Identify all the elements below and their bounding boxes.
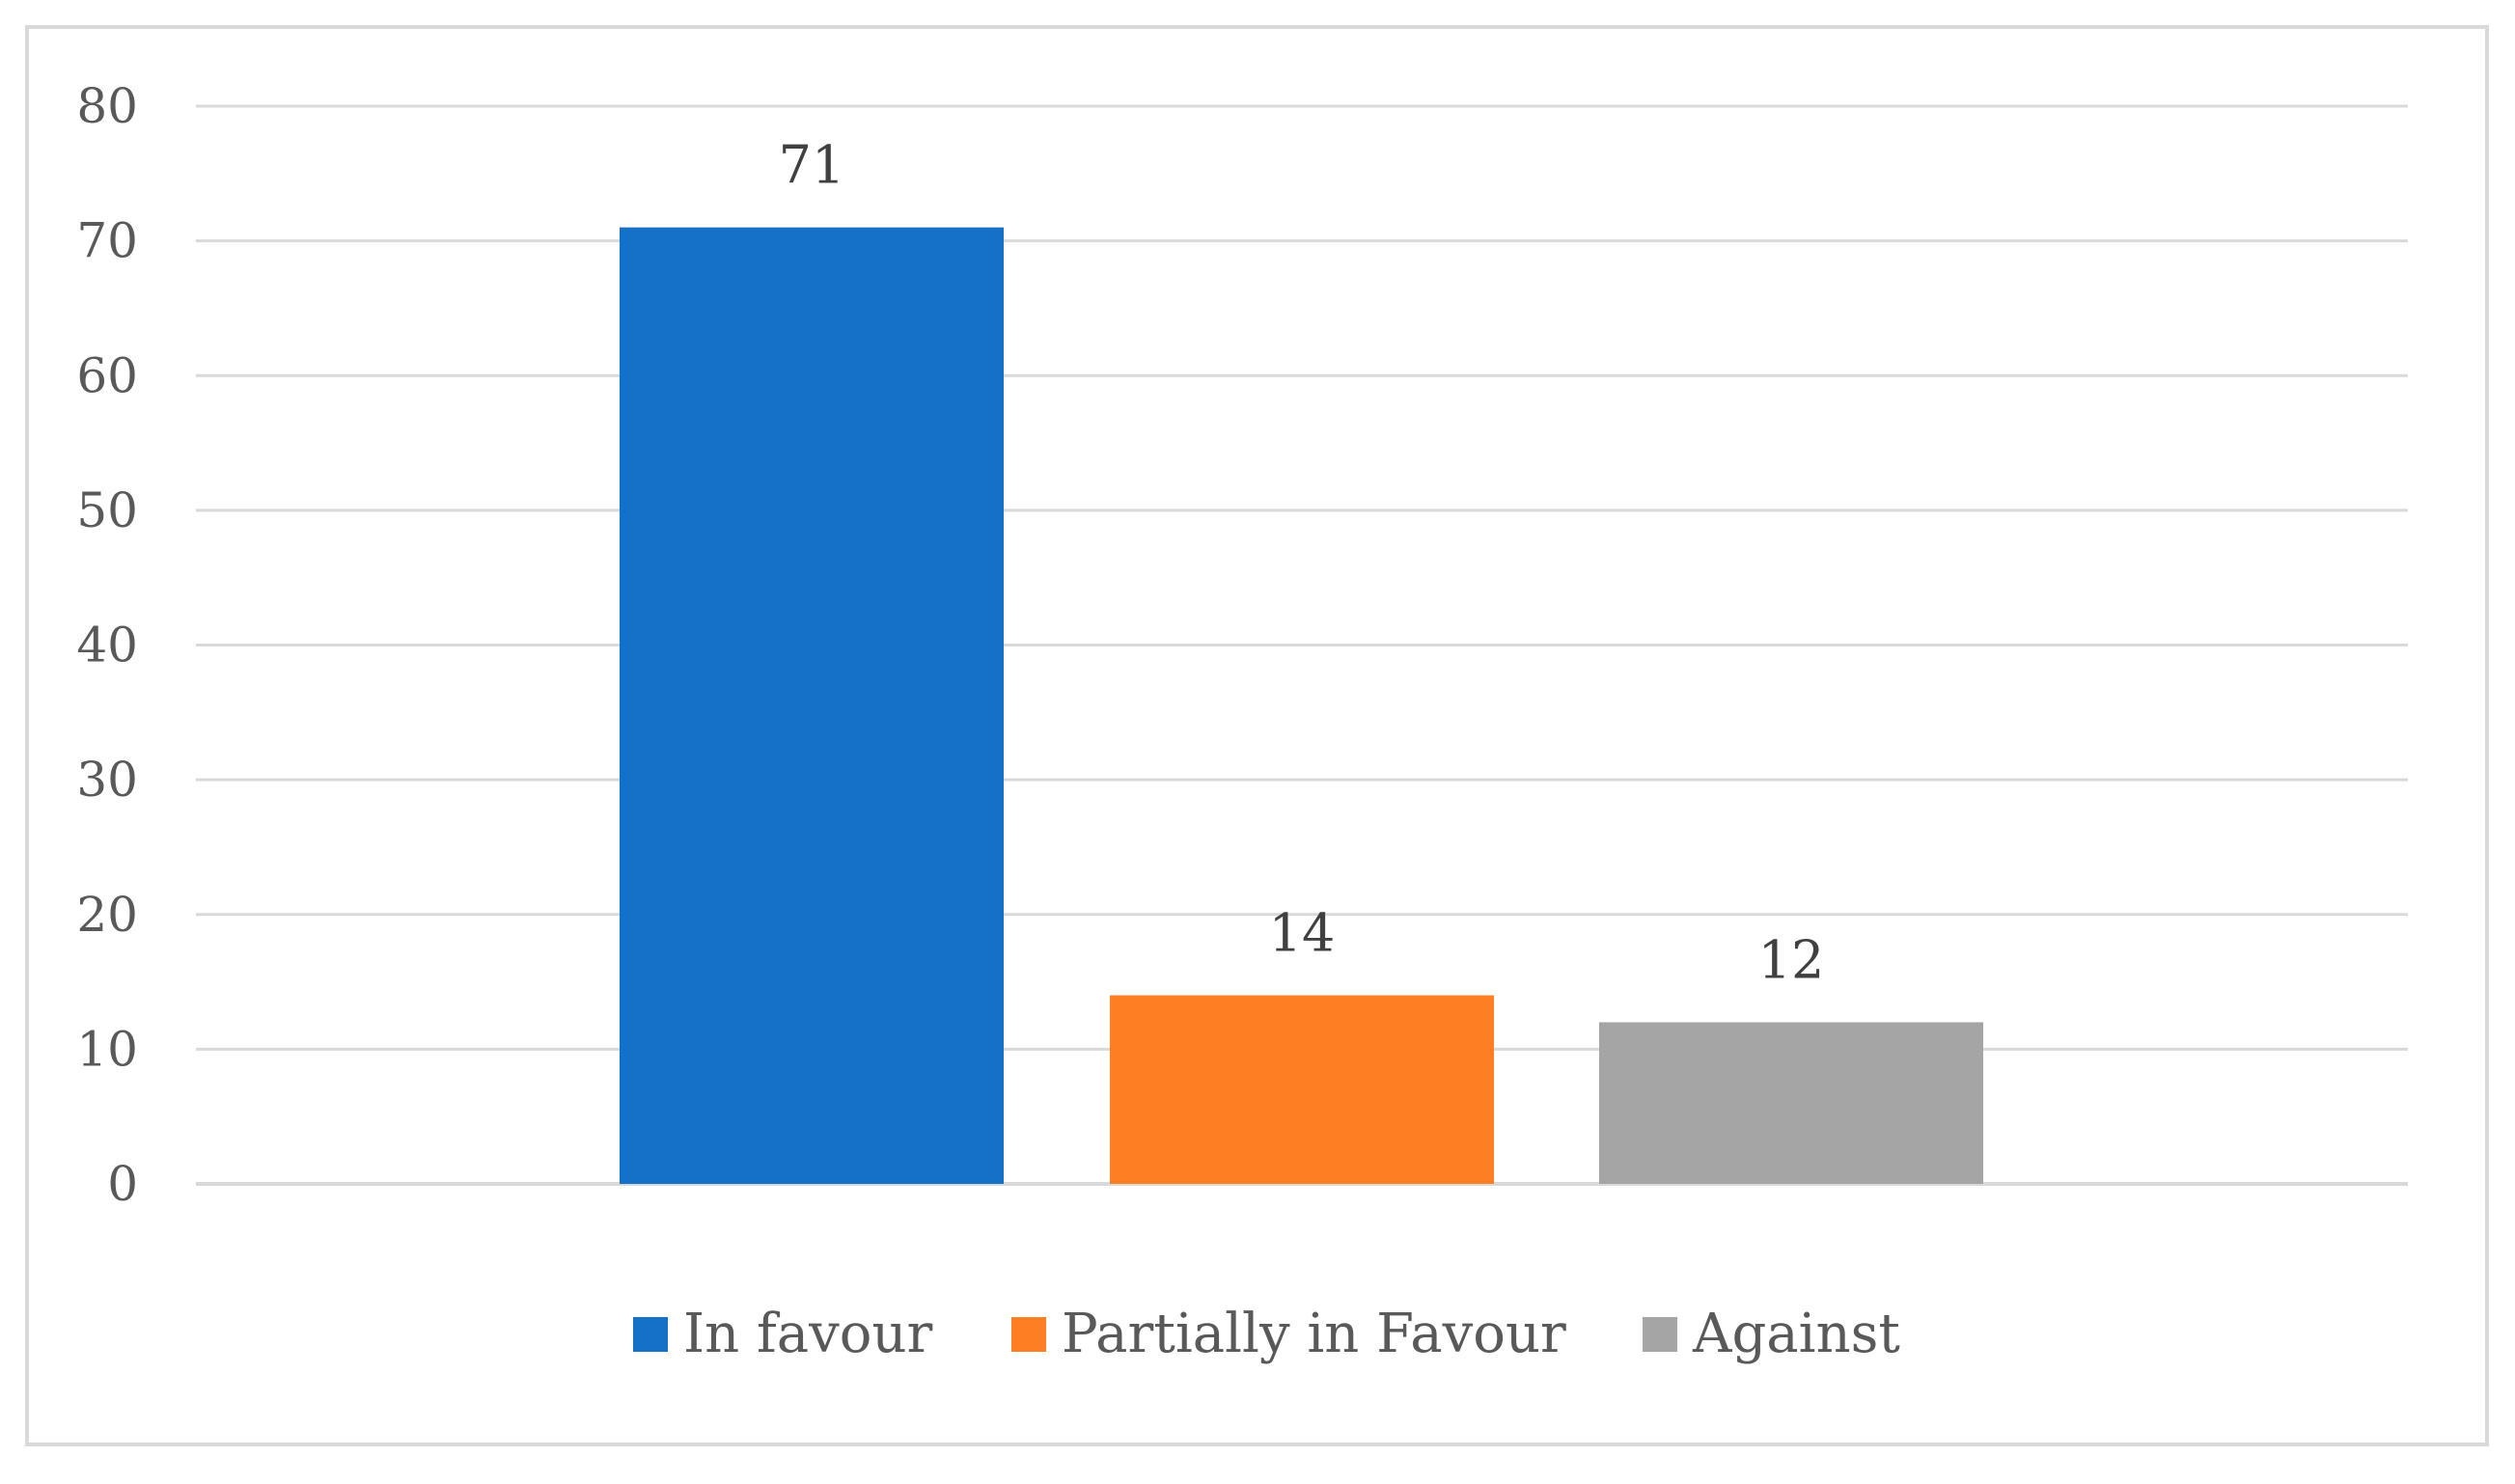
y-tick-label: 30 — [76, 752, 138, 808]
y-tick-label: 80 — [76, 78, 138, 134]
legend-label: Partially in Favour — [1062, 1303, 1566, 1365]
y-tick-label: 10 — [76, 1021, 138, 1077]
y-tick-label: 50 — [76, 482, 138, 538]
chart-frame — [25, 25, 2489, 1446]
data-label: 12 — [1758, 929, 1825, 990]
legend-swatch — [1643, 1317, 1677, 1352]
y-tick-label: 20 — [76, 887, 138, 943]
bar-in-favour[interactable] — [620, 227, 1004, 1185]
y-tick-label: 0 — [107, 1156, 138, 1212]
bar-partially-in-favour[interactable] — [1110, 995, 1494, 1184]
y-tick-label: 70 — [76, 213, 138, 269]
legend-swatch — [1011, 1317, 1046, 1352]
data-label: 71 — [779, 135, 845, 196]
y-tick-label: 60 — [76, 347, 138, 403]
legend-label: In favour — [683, 1303, 933, 1365]
legend-label: Against — [1692, 1303, 1900, 1365]
bar-against[interactable] — [1599, 1022, 1983, 1184]
y-tick-label: 40 — [76, 618, 138, 673]
legend-swatch — [633, 1317, 668, 1352]
data-label: 14 — [1269, 903, 1336, 964]
